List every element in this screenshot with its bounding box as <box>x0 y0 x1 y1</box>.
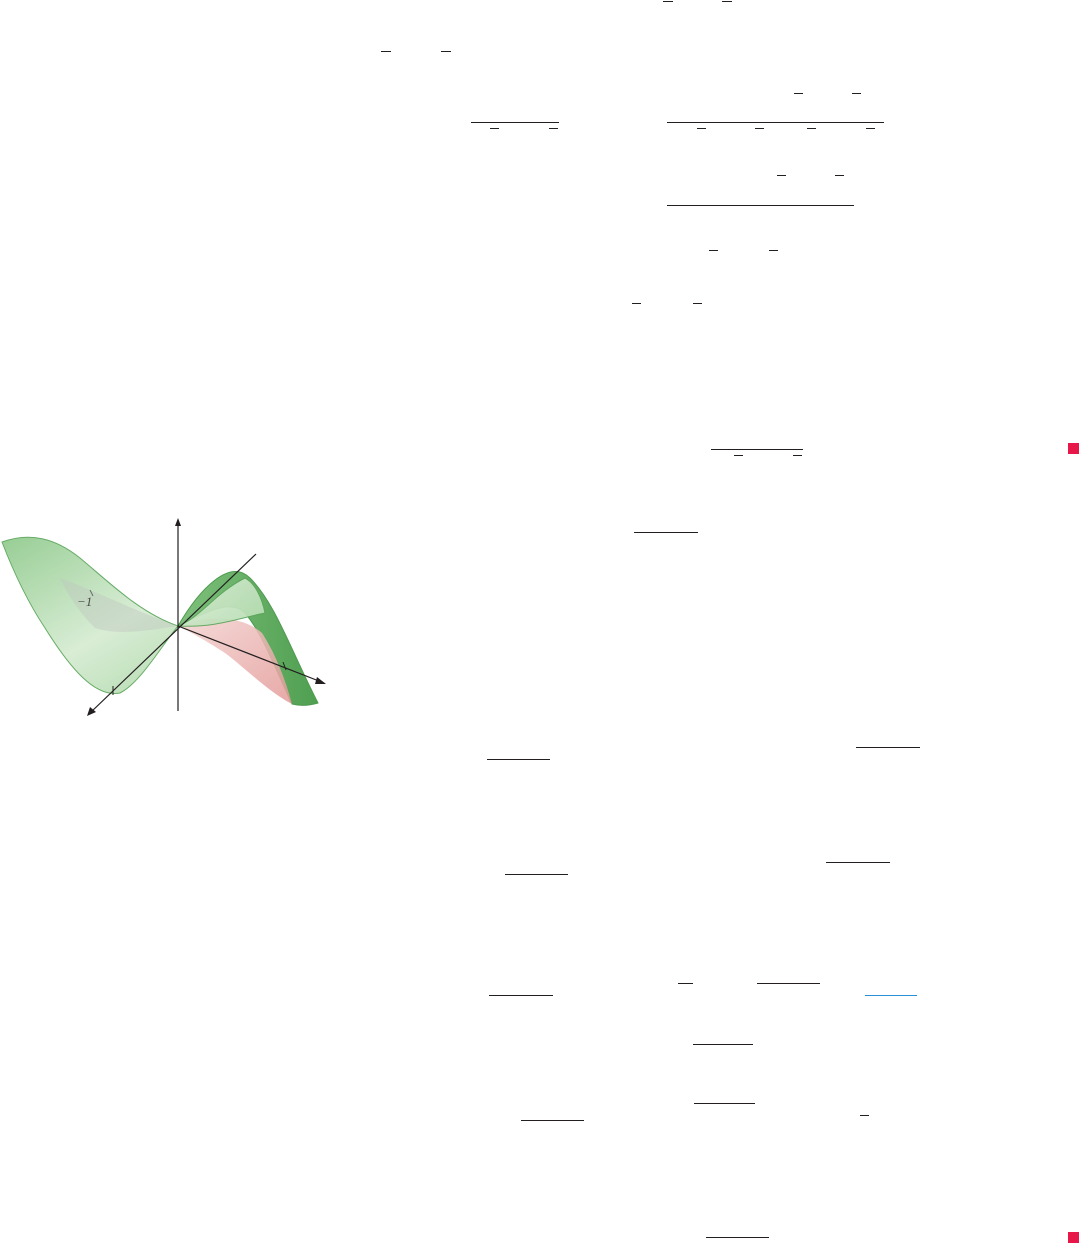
y-axis-arrowhead <box>315 677 326 684</box>
overbar <box>678 983 693 984</box>
overbar <box>755 128 764 129</box>
overbar <box>835 175 844 176</box>
y-axis <box>177 625 325 684</box>
overbar <box>852 93 861 94</box>
surface-shadow <box>178 618 292 704</box>
axis-tick-label: −1 <box>77 594 93 609</box>
reference-link-underline[interactable] <box>865 995 917 996</box>
overbar <box>663 1 673 2</box>
overbar <box>793 455 802 456</box>
fraction-bar <box>693 1044 753 1045</box>
overbar <box>777 175 786 176</box>
fraction-bar <box>694 1103 755 1104</box>
fraction-bar <box>505 874 568 875</box>
end-of-example-marker <box>1068 1232 1079 1243</box>
overbar <box>709 250 718 251</box>
fraction-bar <box>826 862 890 863</box>
fraction-bar <box>706 1237 769 1238</box>
z-axis-arrowhead <box>175 518 181 526</box>
overbar <box>381 51 391 52</box>
overbar <box>794 93 803 94</box>
fraction-bar <box>667 122 884 123</box>
end-of-example-marker <box>1068 443 1079 454</box>
overbar <box>860 1115 869 1116</box>
fraction-bar <box>634 532 698 533</box>
overbar <box>490 128 499 129</box>
overbar <box>722 1 732 2</box>
tick-mark <box>282 661 287 671</box>
overbar <box>807 128 816 129</box>
fraction-bar <box>487 759 550 760</box>
saddle-surface-figure <box>1 518 326 716</box>
overbar <box>549 128 558 129</box>
surface-front <box>1 536 266 695</box>
x-axis-arrowhead <box>87 707 96 716</box>
overbar <box>697 128 706 129</box>
fraction-bar <box>471 122 559 123</box>
overbar <box>632 303 641 304</box>
overbar <box>866 128 875 129</box>
overbar <box>769 250 778 251</box>
fraction-bar <box>667 205 854 206</box>
overbar <box>734 455 743 456</box>
surface-shade <box>60 578 178 632</box>
x-axis <box>89 553 257 714</box>
fraction-bar <box>521 1120 584 1121</box>
fraction-bar <box>856 747 920 748</box>
fraction-bar <box>489 995 553 996</box>
overbar <box>441 51 451 52</box>
fraction-bar <box>711 449 803 450</box>
overbar <box>693 303 702 304</box>
fraction-bar <box>757 983 820 984</box>
tick-mark <box>89 589 94 597</box>
